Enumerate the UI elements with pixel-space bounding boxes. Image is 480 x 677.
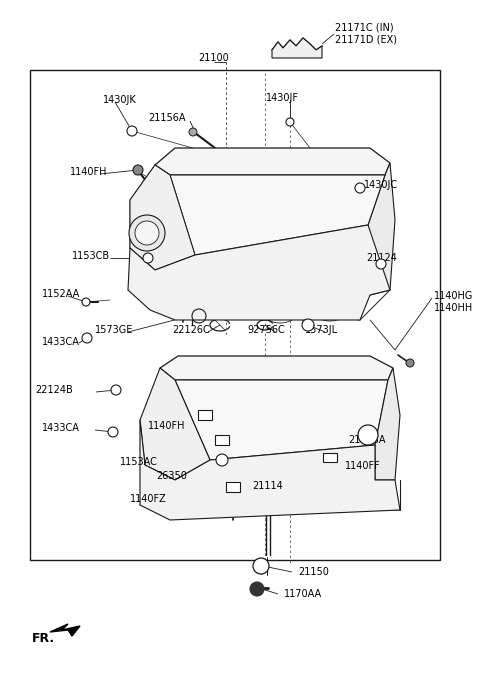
Polygon shape [160, 356, 393, 380]
Text: 21713A: 21713A [348, 435, 385, 445]
Text: 1433CA: 1433CA [42, 337, 80, 347]
Polygon shape [130, 165, 195, 270]
Circle shape [302, 319, 314, 331]
Circle shape [129, 215, 165, 251]
Polygon shape [140, 420, 400, 520]
Ellipse shape [306, 420, 334, 440]
Text: 21156A: 21156A [148, 113, 185, 123]
Polygon shape [323, 453, 337, 462]
Circle shape [253, 558, 269, 574]
Text: 21114: 21114 [252, 481, 283, 491]
Polygon shape [175, 380, 388, 460]
Polygon shape [155, 148, 390, 175]
Text: 1140FZ: 1140FZ [130, 494, 167, 504]
Text: 26350: 26350 [156, 471, 187, 481]
Text: 1140FH: 1140FH [70, 167, 108, 177]
Circle shape [286, 118, 294, 126]
Text: 22124B: 22124B [35, 385, 73, 395]
Polygon shape [272, 38, 322, 58]
Polygon shape [50, 624, 80, 636]
Ellipse shape [262, 420, 290, 440]
Polygon shape [140, 368, 210, 480]
Polygon shape [375, 368, 400, 480]
Ellipse shape [194, 150, 232, 172]
Circle shape [135, 221, 159, 245]
Polygon shape [130, 165, 195, 270]
Text: 92756C: 92756C [247, 325, 285, 335]
Ellipse shape [341, 150, 379, 172]
Ellipse shape [249, 153, 277, 169]
Ellipse shape [244, 150, 282, 172]
Circle shape [82, 333, 92, 343]
Ellipse shape [199, 153, 227, 169]
Text: 21150: 21150 [298, 567, 329, 577]
Circle shape [143, 253, 153, 263]
Text: 1573GE: 1573GE [95, 325, 133, 335]
Circle shape [133, 165, 143, 175]
Text: 1430JK: 1430JK [103, 95, 137, 105]
Text: 21100: 21100 [199, 53, 229, 63]
Circle shape [376, 259, 386, 269]
Text: 1140FF: 1140FF [345, 461, 381, 471]
Ellipse shape [299, 153, 327, 169]
Circle shape [250, 582, 264, 596]
Text: 1140HH: 1140HH [434, 303, 473, 313]
Polygon shape [226, 482, 240, 492]
Circle shape [82, 298, 90, 306]
Ellipse shape [346, 153, 374, 169]
Circle shape [216, 454, 228, 466]
Circle shape [108, 427, 118, 437]
Text: 1573JL: 1573JL [305, 325, 338, 335]
Text: 1430JC: 1430JC [364, 180, 398, 190]
Bar [30, 70, 440, 560]
Circle shape [406, 359, 414, 367]
Circle shape [355, 183, 365, 193]
Polygon shape [198, 410, 212, 420]
Circle shape [127, 126, 137, 136]
Text: 1140FH: 1140FH [148, 421, 185, 431]
Polygon shape [128, 225, 390, 320]
Ellipse shape [218, 420, 246, 440]
Text: 1153AC: 1153AC [120, 457, 158, 467]
Text: 1170AA: 1170AA [284, 589, 322, 599]
Circle shape [111, 385, 121, 395]
Circle shape [189, 128, 197, 136]
Text: 1153CB: 1153CB [72, 251, 110, 261]
Text: 21171C (IN): 21171C (IN) [335, 23, 394, 33]
Text: 22126C: 22126C [172, 325, 210, 335]
Circle shape [358, 425, 378, 445]
Text: 1152AA: 1152AA [42, 289, 80, 299]
Text: 21124: 21124 [366, 253, 397, 263]
Text: 1140HG: 1140HG [434, 291, 473, 301]
Ellipse shape [294, 150, 332, 172]
Polygon shape [368, 163, 395, 295]
Polygon shape [215, 435, 229, 445]
Text: 1430JF: 1430JF [266, 93, 299, 103]
Text: 1433CA: 1433CA [42, 423, 80, 433]
Text: 21171D (EX): 21171D (EX) [335, 35, 397, 45]
Text: FR.: FR. [32, 632, 55, 645]
Polygon shape [170, 175, 385, 255]
